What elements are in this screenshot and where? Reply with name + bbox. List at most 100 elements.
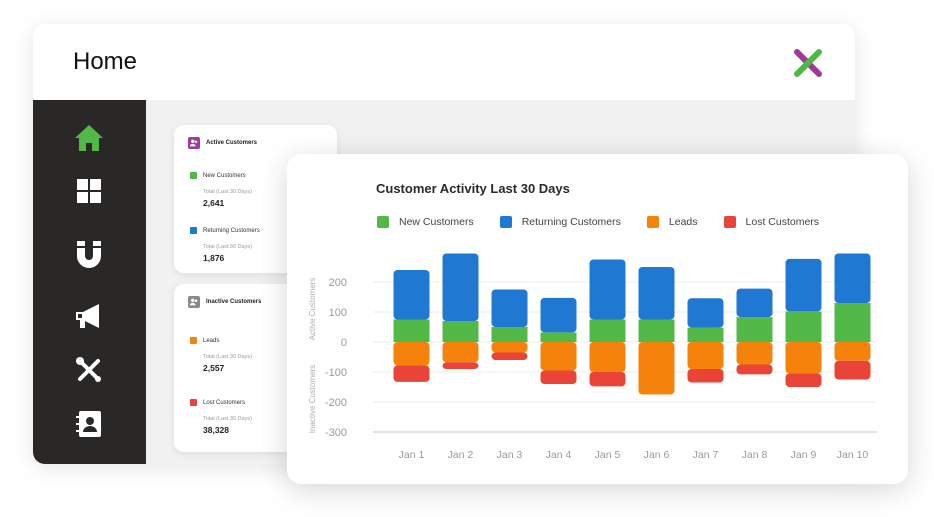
bar-segment-new-customers[interactable] — [687, 327, 724, 342]
bar-segment-returning-customers[interactable] — [491, 289, 528, 328]
legend-label-returning: Returning Customers — [521, 216, 621, 228]
bar-segment-returning-customers[interactable] — [589, 259, 626, 320]
x-tick-label: Jan 9 — [791, 449, 817, 461]
bar-segment-lost-customers[interactable] — [785, 373, 822, 388]
users-icon — [188, 296, 200, 308]
bar-segment-new-customers[interactable] — [638, 319, 675, 343]
x-tick-label: Jan 8 — [742, 449, 768, 461]
returning-customers-stat: Returning Customers Total (Last 30 Days)… — [190, 222, 260, 263]
bar-segment-returning-customers[interactable] — [785, 258, 822, 312]
bar-segment-leads[interactable] — [785, 342, 822, 374]
returning-customers-sub: Total (Last 30 Days) — [203, 244, 252, 250]
bar-segment-new-customers[interactable] — [491, 327, 528, 342]
x-tick-label: Jan 3 — [497, 449, 523, 461]
y-tick-label: -100 — [325, 367, 347, 379]
contacts-icon[interactable] — [73, 408, 105, 440]
x-tick-label: Jan 10 — [837, 449, 869, 461]
bar-segment-new-customers[interactable] — [736, 317, 773, 342]
bar-segment-leads[interactable] — [834, 342, 871, 361]
active-customers-title: Active Customers — [206, 140, 258, 146]
lost-customers-label: Lost Customers — [203, 399, 246, 406]
leads-value: 2,557 — [203, 363, 225, 373]
bar-segment-new-customers[interactable] — [442, 321, 479, 342]
x-tick-label: Jan 4 — [546, 449, 572, 461]
new-customers-value: 2,641 — [203, 198, 225, 208]
returning-customers-label: Returning Customers — [203, 227, 260, 234]
bar-segment-leads[interactable] — [393, 342, 430, 366]
legend-label-leads: Leads — [668, 216, 698, 228]
bar-segment-returning-customers[interactable] — [393, 270, 430, 320]
bar-segment-new-customers[interactable] — [589, 319, 626, 343]
bar-segment-returning-customers[interactable] — [834, 253, 871, 304]
bar-segment-lost-customers[interactable] — [736, 364, 773, 375]
x-tick-label: Jan 6 — [644, 449, 670, 461]
users-icon — [188, 137, 200, 149]
stacked-bar-chart: 200 100 0 -100 -200 -300 Active Customers Inact… — [308, 253, 877, 461]
chart-title: Customer Activity Last 30 Days — [376, 181, 570, 196]
y-axis-label-inactive: Inactive Customers — [308, 365, 317, 433]
page-title: Home — [73, 48, 138, 75]
legend-lost-customers[interactable]: Lost Customers — [723, 216, 819, 228]
leads-stat: Leads Total (Last 30 Days) 2,557 — [190, 332, 252, 373]
y-tick-label: -300 — [325, 427, 347, 439]
customer-activity-chart-card: Customer Activity Last 30 Days New Custo… — [287, 154, 908, 484]
leads-label: Leads — [203, 337, 220, 344]
legend-swatch-returning — [499, 216, 512, 228]
x-tick-label: Jan 5 — [595, 449, 621, 461]
bar-segment-new-customers[interactable] — [785, 311, 822, 342]
legend-swatch-lost — [723, 216, 736, 228]
new-customers-sub: Total (Last 30 Days) — [203, 189, 252, 195]
bar-segment-lost-customers[interactable] — [393, 365, 430, 382]
legend-label-new: New Customers — [399, 216, 474, 228]
bar-segment-new-customers[interactable] — [834, 303, 871, 342]
grid-icon[interactable] — [73, 175, 105, 207]
leads-sub: Total (Last 30 Days) — [203, 354, 252, 360]
bar-segment-lost-customers[interactable] — [491, 352, 528, 361]
returning-customers-value: 1,876 — [203, 253, 225, 263]
megaphone-icon[interactable] — [73, 300, 105, 332]
bar-segment-leads[interactable] — [540, 342, 577, 371]
home-icon[interactable] — [73, 122, 105, 154]
bar-segment-lost-customers[interactable] — [687, 369, 724, 383]
legend-leads[interactable]: Leads — [646, 216, 698, 228]
bar-segment-lost-customers[interactable] — [589, 372, 626, 387]
new-customers-stat: New Customers Total (Last 30 Days) 2,641 — [190, 167, 252, 208]
bar-segment-returning-customers[interactable] — [638, 267, 675, 320]
bar-segment-leads[interactable] — [491, 342, 528, 353]
bar-segment-new-customers[interactable] — [540, 332, 577, 342]
chart-legend: New Customers Returning Customers Leads … — [377, 216, 819, 228]
bar-segment-returning-customers[interactable] — [736, 288, 773, 318]
lost-customers-swatch — [190, 399, 197, 407]
y-axis-label-active: Active Customers — [308, 278, 317, 341]
legend-new-customers[interactable]: New Customers — [377, 216, 474, 228]
magnet-icon[interactable] — [73, 238, 105, 270]
bar-segment-returning-customers[interactable] — [687, 298, 724, 328]
app-header: Home — [33, 24, 855, 101]
y-tick-label: -200 — [325, 397, 347, 409]
bar-segment-leads[interactable] — [638, 342, 675, 395]
bar-segment-leads[interactable] — [736, 342, 773, 365]
legend-returning-customers[interactable]: Returning Customers — [499, 216, 621, 228]
x-tick-label: Jan 2 — [448, 449, 474, 461]
lost-customers-value: 38,328 — [203, 425, 229, 435]
bar-segment-new-customers[interactable] — [393, 319, 430, 343]
bar-segment-lost-customers[interactable] — [540, 370, 577, 385]
inactive-customers-title: Inactive Customers — [206, 299, 262, 305]
new-customers-label: New Customers — [203, 172, 246, 179]
bar-segment-lost-customers[interactable] — [442, 362, 479, 369]
brand-logo — [789, 44, 827, 82]
y-tick-label: 100 — [329, 307, 347, 319]
sidebar — [33, 100, 146, 464]
bar-segment-leads[interactable] — [687, 342, 724, 369]
bar-segment-returning-customers[interactable] — [442, 253, 479, 322]
lost-customers-stat: Lost Customers Total (Last 30 Days) 38,3… — [190, 394, 252, 435]
leads-swatch — [190, 337, 197, 345]
bar-segment-lost-customers[interactable] — [834, 360, 871, 380]
returning-customers-swatch — [190, 227, 197, 235]
bar-segment-returning-customers[interactable] — [540, 297, 577, 333]
new-customers-swatch — [190, 172, 197, 180]
bar-segment-leads[interactable] — [589, 342, 626, 372]
tools-icon[interactable] — [73, 354, 105, 386]
x-tick-label: Jan 7 — [693, 449, 719, 461]
bar-segment-leads[interactable] — [442, 342, 479, 363]
